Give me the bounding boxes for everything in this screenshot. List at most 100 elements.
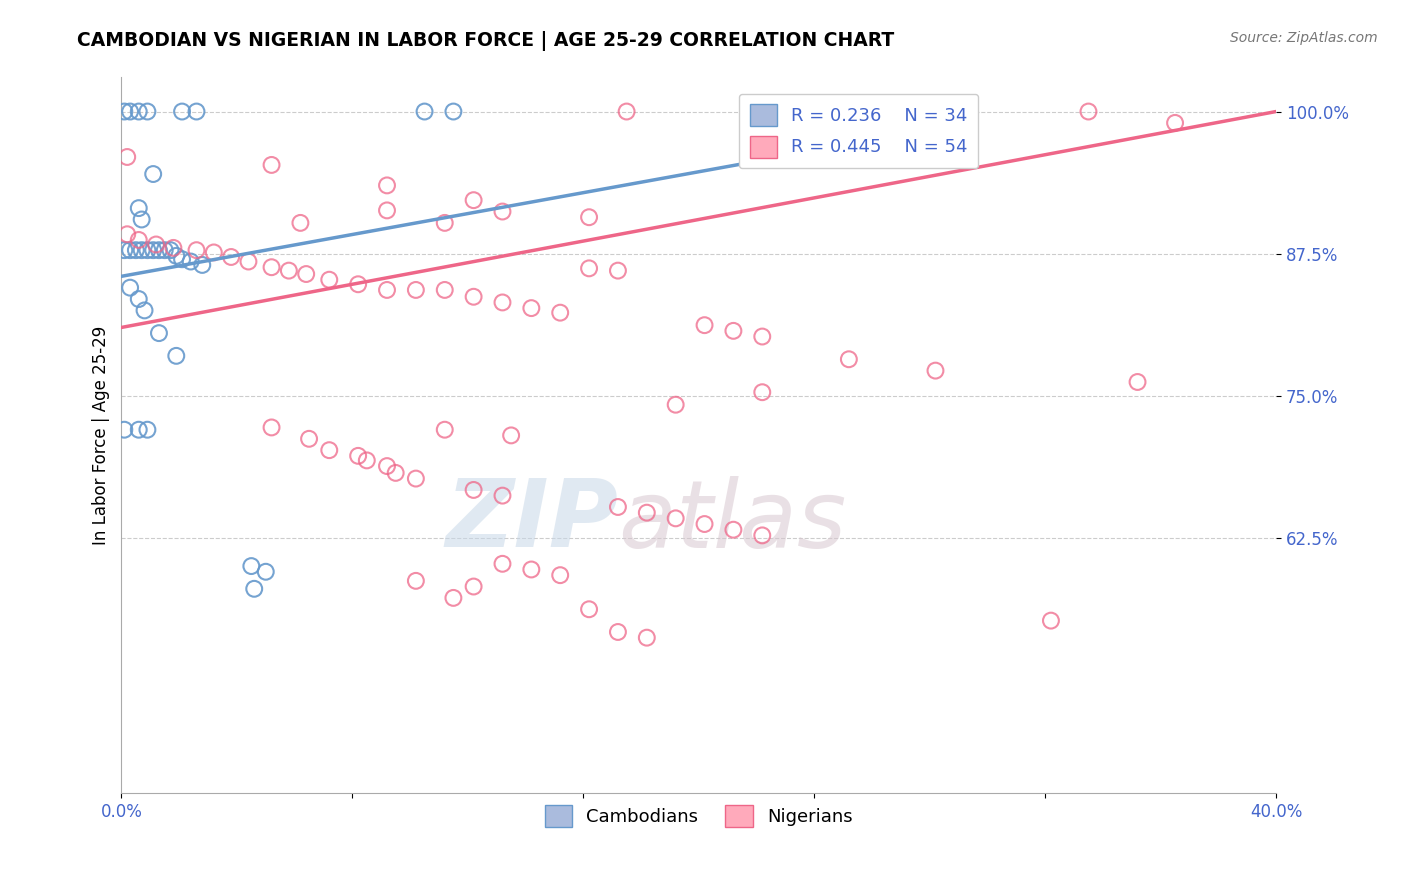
Point <box>463 290 485 304</box>
Y-axis label: In Labor Force | Age 25-29: In Labor Force | Age 25-29 <box>93 326 110 545</box>
Point <box>290 216 312 230</box>
Point <box>491 557 513 571</box>
Point <box>162 241 184 255</box>
Point <box>433 423 456 437</box>
Point <box>578 602 600 616</box>
Point <box>441 104 464 119</box>
Point <box>405 574 427 588</box>
Point <box>219 250 242 264</box>
Point <box>636 631 658 645</box>
Point <box>347 277 370 292</box>
Point <box>260 158 283 172</box>
Point <box>1039 614 1062 628</box>
Point <box>751 385 773 400</box>
Point <box>186 104 208 119</box>
Point <box>875 104 897 119</box>
Point <box>723 523 745 537</box>
Point <box>636 506 658 520</box>
Point <box>165 249 187 263</box>
Point <box>295 267 318 281</box>
Point <box>243 582 266 596</box>
Point <box>131 243 153 257</box>
Point <box>723 324 745 338</box>
Point <box>136 423 159 437</box>
Point <box>120 243 142 257</box>
Point <box>405 472 427 486</box>
Point <box>463 193 485 207</box>
Point <box>145 237 167 252</box>
Point <box>128 233 150 247</box>
Point <box>375 283 398 297</box>
Point <box>238 254 260 268</box>
Point <box>433 216 456 230</box>
Point <box>413 104 436 119</box>
Point <box>115 150 138 164</box>
Point <box>318 443 340 458</box>
Point <box>1164 116 1187 130</box>
Point <box>134 303 156 318</box>
Point <box>607 500 630 514</box>
Point <box>578 211 600 225</box>
Point <box>433 283 456 297</box>
Point <box>165 349 187 363</box>
Point <box>115 227 138 242</box>
Point <box>260 420 283 434</box>
Point <box>405 283 427 297</box>
Point <box>751 329 773 343</box>
Text: ZIP: ZIP <box>446 475 619 567</box>
Point <box>148 243 170 257</box>
Point <box>356 453 378 467</box>
Point <box>148 326 170 340</box>
Point <box>1077 104 1099 119</box>
Text: CAMBODIAN VS NIGERIAN IN LABOR FORCE | AGE 25-29 CORRELATION CHART: CAMBODIAN VS NIGERIAN IN LABOR FORCE | A… <box>77 31 894 51</box>
Point <box>463 580 485 594</box>
Point <box>186 243 208 257</box>
Point <box>491 204 513 219</box>
Legend: Cambodians, Nigerians: Cambodians, Nigerians <box>537 798 860 834</box>
Point <box>548 306 571 320</box>
Point <box>142 167 165 181</box>
Point <box>180 254 202 268</box>
Point <box>260 260 283 275</box>
Point <box>616 104 638 119</box>
Point <box>120 104 142 119</box>
Point <box>548 568 571 582</box>
Point <box>131 212 153 227</box>
Point <box>170 252 193 267</box>
Point <box>384 466 406 480</box>
Point <box>159 243 181 257</box>
Point <box>298 432 321 446</box>
Point <box>347 449 370 463</box>
Point <box>607 263 630 277</box>
Point <box>128 201 150 215</box>
Point <box>277 263 299 277</box>
Point <box>254 565 277 579</box>
Point <box>463 483 485 497</box>
Text: atlas: atlas <box>619 475 846 566</box>
Point <box>128 292 150 306</box>
Point <box>501 428 523 442</box>
Point <box>520 301 543 315</box>
Point <box>128 104 150 119</box>
Point <box>142 243 165 257</box>
Point <box>491 489 513 503</box>
Point <box>153 243 176 257</box>
Point <box>136 104 159 119</box>
Point <box>751 528 773 542</box>
Point <box>112 423 135 437</box>
Point <box>520 562 543 576</box>
Point <box>112 243 135 257</box>
Point <box>170 104 193 119</box>
Point <box>202 245 225 260</box>
Point <box>1126 375 1149 389</box>
Point <box>665 398 688 412</box>
Point <box>441 591 464 605</box>
Point <box>120 280 142 294</box>
Point <box>375 459 398 474</box>
Point <box>240 559 263 574</box>
Point <box>693 318 716 333</box>
Point <box>375 178 398 193</box>
Point <box>665 511 688 525</box>
Text: Source: ZipAtlas.com: Source: ZipAtlas.com <box>1230 31 1378 45</box>
Point <box>191 258 214 272</box>
